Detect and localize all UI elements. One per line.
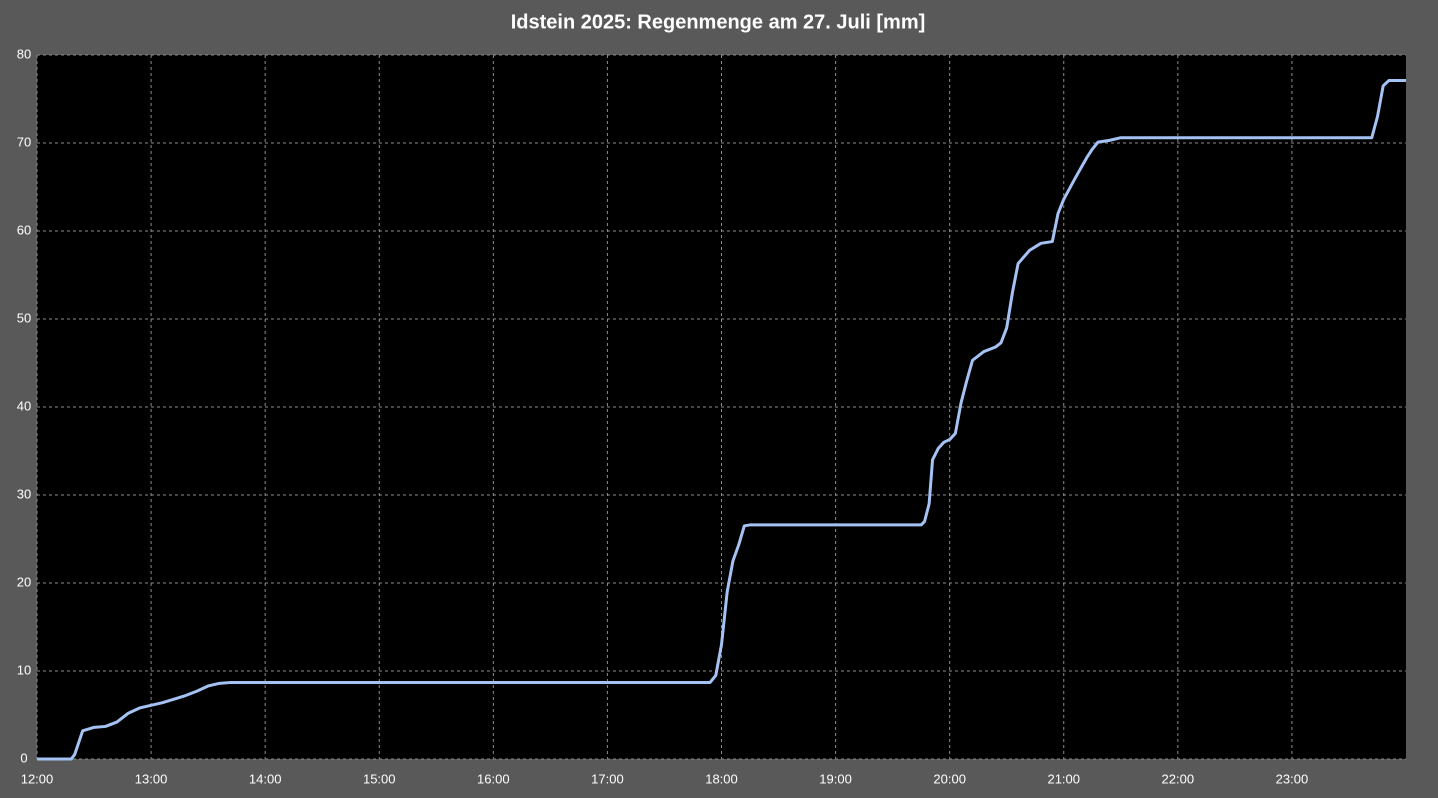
y-tick-label: 0 (20, 750, 27, 765)
x-tick-label: 18:00 (705, 771, 738, 786)
x-tick-label: 23:00 (1276, 771, 1309, 786)
y-tick-label: 60 (17, 222, 31, 237)
y-tick-label: 50 (17, 310, 31, 325)
x-tick-label: 17:00 (591, 771, 624, 786)
x-tick-label: 21:00 (1047, 771, 1080, 786)
x-tick-label: 22:00 (1162, 771, 1195, 786)
x-tick-label: 14:00 (249, 771, 282, 786)
y-tick-label: 10 (17, 662, 31, 677)
y-tick-label: 20 (17, 574, 31, 589)
y-tick-label: 80 (17, 46, 31, 61)
x-tick-label: 12:00 (21, 771, 54, 786)
y-tick-label: 30 (17, 486, 31, 501)
y-tick-label: 70 (17, 134, 31, 149)
x-tick-label: 16:00 (477, 771, 510, 786)
x-tick-label: 15:00 (363, 771, 396, 786)
y-tick-label: 40 (17, 398, 31, 413)
data-line (37, 79, 1406, 761)
chart-title: Idstein 2025: Regenmenge am 27. Juli [mm… (511, 11, 926, 33)
x-tick-label: 13:00 (135, 771, 168, 786)
x-tick-label: 19:00 (819, 771, 852, 786)
x-tick-label: 20:00 (933, 771, 966, 786)
